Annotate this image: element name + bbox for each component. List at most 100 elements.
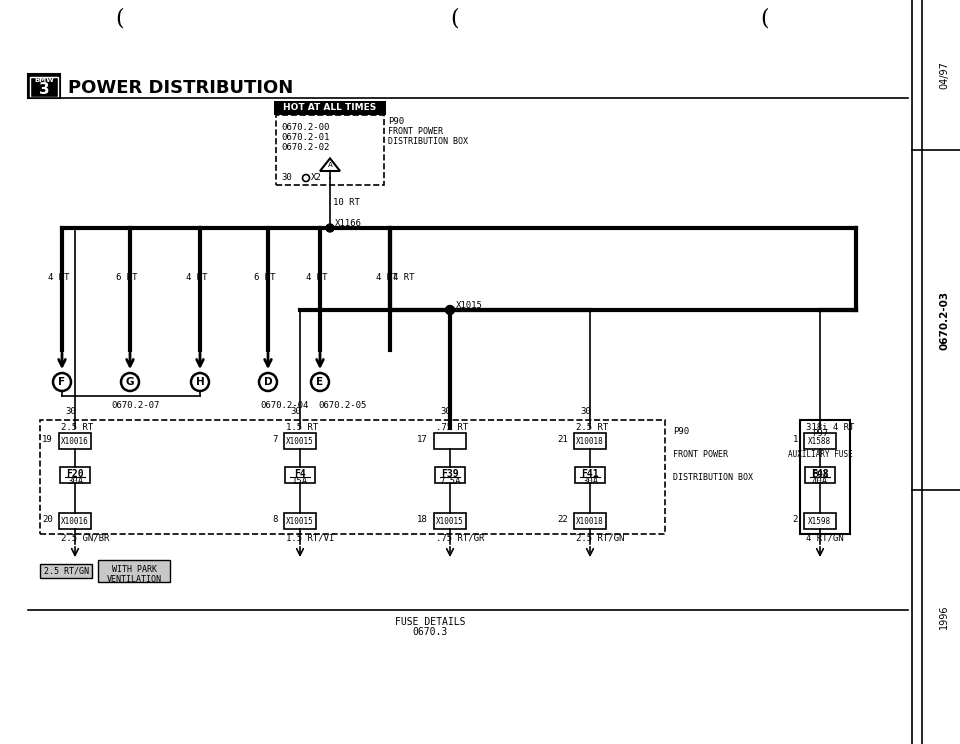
Text: X10016: X10016	[61, 516, 89, 525]
Text: A: A	[327, 161, 332, 167]
Text: DISTRIBUTION BOX: DISTRIBUTION BOX	[673, 472, 753, 481]
Text: P90: P90	[388, 118, 404, 126]
Text: 17: 17	[418, 435, 428, 444]
Text: BMW: BMW	[34, 77, 54, 83]
Bar	[60, 467, 90, 483]
Text: 10 RT: 10 RT	[333, 198, 360, 207]
Text: 4 RT: 4 RT	[306, 274, 327, 283]
Bar	[98, 560, 170, 582]
Text: 0670.2-04: 0670.2-04	[260, 402, 308, 411]
Text: 7: 7	[273, 435, 278, 444]
Bar	[434, 433, 466, 449]
Text: X1588: X1588	[808, 437, 831, 446]
Text: 22: 22	[557, 516, 568, 525]
Bar	[285, 467, 315, 483]
Text: FRONT POWER: FRONT POWER	[673, 449, 728, 459]
Bar	[805, 467, 835, 483]
Text: 30: 30	[65, 408, 76, 417]
Text: 2.5 RT: 2.5 RT	[576, 423, 609, 432]
Text: 2.5 RT/GN: 2.5 RT/GN	[43, 566, 88, 576]
Text: 2.5 RT/GN: 2.5 RT/GN	[576, 533, 624, 542]
Text: 30: 30	[290, 408, 300, 417]
Text: F20: F20	[66, 469, 84, 479]
Text: 4 RT: 4 RT	[393, 274, 415, 283]
Bar	[274, 101, 386, 115]
Text: 15A: 15A	[292, 476, 308, 486]
Bar	[284, 513, 316, 529]
Text: X10018: X10018	[576, 516, 604, 525]
Bar	[800, 420, 850, 534]
Text: 0670.2-05: 0670.2-05	[318, 402, 367, 411]
Bar	[284, 433, 316, 449]
Text: 318i 4 RT: 318i 4 RT	[806, 423, 854, 432]
Text: G: G	[126, 377, 134, 387]
Text: 0670.2-03: 0670.2-03	[939, 290, 949, 350]
Text: 21: 21	[557, 435, 568, 444]
Text: 30: 30	[281, 173, 292, 182]
Text: 6 RT: 6 RT	[254, 274, 276, 283]
Text: BOX: BOX	[812, 470, 828, 479]
Bar	[574, 433, 606, 449]
Text: F39: F39	[442, 469, 459, 479]
Text: 19: 19	[42, 435, 53, 444]
Text: 2: 2	[793, 516, 798, 525]
Text: 30: 30	[580, 408, 590, 417]
Text: 3: 3	[38, 82, 49, 97]
Circle shape	[445, 306, 454, 315]
Bar	[30, 77, 58, 97]
Text: 6 RT: 6 RT	[116, 274, 137, 283]
Text: F41: F41	[581, 469, 599, 479]
Bar	[40, 420, 665, 534]
Text: X1166: X1166	[335, 219, 362, 228]
Text: AUXILIARY FUSE: AUXILIARY FUSE	[787, 449, 852, 459]
Circle shape	[326, 224, 334, 232]
Text: 1.5 RT/VI: 1.5 RT/VI	[286, 533, 334, 542]
Text: F48: F48	[811, 469, 828, 479]
Text: 2.5 RT: 2.5 RT	[61, 423, 93, 432]
Text: 8: 8	[273, 516, 278, 525]
Text: FUSE DETAILS: FUSE DETAILS	[395, 617, 466, 627]
Text: 4 RT: 4 RT	[186, 274, 207, 283]
Text: 4 RT: 4 RT	[48, 274, 69, 283]
Text: X1598: X1598	[808, 516, 831, 525]
Bar	[435, 467, 465, 483]
Text: (: (	[116, 8, 124, 30]
Bar	[28, 74, 60, 98]
Text: 0670.2-07: 0670.2-07	[111, 402, 159, 411]
Text: POWER DISTRIBUTION: POWER DISTRIBUTION	[68, 79, 293, 97]
Text: (: (	[450, 8, 459, 30]
Text: WITH PARK: WITH PARK	[111, 565, 156, 574]
Bar	[59, 513, 91, 529]
Bar	[575, 467, 605, 483]
Text: E: E	[317, 377, 324, 387]
Text: H: H	[196, 377, 204, 387]
Text: .75 RT/GR: .75 RT/GR	[436, 533, 485, 542]
Bar	[59, 433, 91, 449]
Text: X10015: X10015	[436, 516, 464, 525]
Text: FRONT POWER: FRONT POWER	[388, 127, 443, 136]
Text: X10016: X10016	[61, 437, 89, 446]
Text: 1: 1	[793, 435, 798, 444]
Text: 1.5 RT: 1.5 RT	[286, 423, 319, 432]
Text: 0670.2-00: 0670.2-00	[281, 123, 329, 132]
Text: HOT AT ALL TIMES: HOT AT ALL TIMES	[283, 103, 376, 112]
Text: X10015: X10015	[286, 437, 314, 446]
Text: .75 RT: .75 RT	[436, 423, 468, 432]
Text: P90: P90	[673, 427, 689, 436]
Bar	[434, 513, 466, 529]
Text: 30: 30	[440, 408, 451, 417]
Text: 4 RT/GN: 4 RT/GN	[806, 533, 844, 542]
Text: 40A: 40A	[812, 476, 828, 486]
Text: 4 RT: 4 RT	[376, 274, 397, 283]
Text: VENTILATION: VENTILATION	[107, 574, 161, 583]
Text: F: F	[59, 377, 65, 387]
Bar	[574, 513, 606, 529]
Text: P97: P97	[812, 429, 828, 438]
Bar	[804, 513, 836, 529]
Text: DISTRIBUTION BOX: DISTRIBUTION BOX	[388, 137, 468, 146]
Text: (: (	[760, 8, 769, 30]
Text: 0670.2-01: 0670.2-01	[281, 133, 329, 142]
Text: X2: X2	[311, 173, 322, 182]
Text: 0670.2-02: 0670.2-02	[281, 143, 329, 152]
Text: 0670.3: 0670.3	[413, 627, 447, 637]
